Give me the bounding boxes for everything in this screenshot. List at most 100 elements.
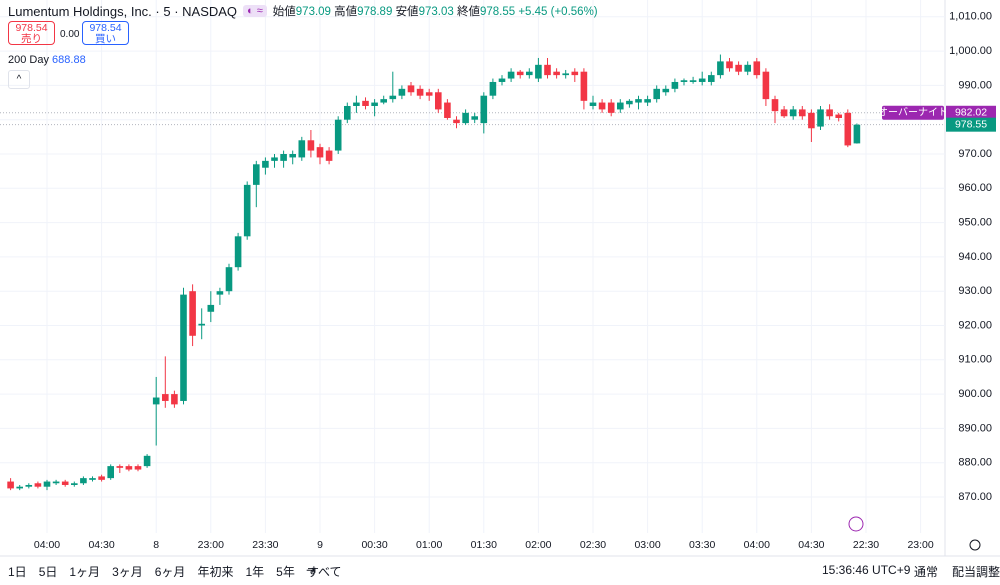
goto-date[interactable]: ⇥ bbox=[306, 563, 317, 577]
x-tick-label: 9 bbox=[317, 539, 323, 551]
legend-label: 安値 bbox=[395, 6, 419, 18]
y-tick-label: 870.00 bbox=[958, 491, 992, 503]
candle-body bbox=[298, 140, 306, 158]
alert-icon[interactable] bbox=[848, 516, 864, 532]
candle-body bbox=[526, 71, 533, 76]
range-button[interactable]: 1年 bbox=[245, 565, 265, 579]
candle-body bbox=[589, 102, 597, 106]
candle-body bbox=[171, 394, 178, 405]
candle-body bbox=[316, 147, 324, 158]
x-tick-label: 04:00 bbox=[744, 539, 770, 551]
candle-body bbox=[80, 478, 87, 484]
y-tick-label: 960.00 bbox=[958, 182, 992, 194]
range-button[interactable]: 3ヶ月 bbox=[112, 565, 143, 579]
range-button[interactable]: 5日 bbox=[38, 565, 58, 579]
spread: 0.00 bbox=[60, 29, 80, 40]
candle-body bbox=[744, 64, 751, 72]
candle-body bbox=[507, 71, 515, 79]
candle-body bbox=[826, 109, 833, 117]
candle-body bbox=[407, 85, 415, 93]
candle-body bbox=[25, 484, 33, 487]
candle-body bbox=[516, 71, 524, 76]
range-button[interactable]: 6ヶ月 bbox=[154, 565, 186, 579]
y-tick-label: 930.00 bbox=[958, 285, 992, 297]
range-bar: 1日 5日 1ヶ月 3ヶ月 6ヶ月 年初来 1年 5年 すべて bbox=[8, 563, 342, 580]
x-tick-label: 01:00 bbox=[416, 539, 442, 551]
range-button[interactable]: すべて bbox=[306, 565, 342, 579]
session-icon[interactable]: ◐ ≈ bbox=[243, 5, 267, 17]
candle-body bbox=[380, 99, 387, 103]
candle-body bbox=[198, 323, 205, 326]
candle-body bbox=[216, 291, 224, 295]
candle-body bbox=[544, 64, 551, 76]
candle-body bbox=[143, 455, 151, 467]
session[interactable]: 通常 bbox=[914, 565, 939, 579]
range-button[interactable]: 1日 bbox=[8, 565, 27, 579]
candle-body bbox=[817, 109, 824, 127]
candle-body bbox=[835, 114, 842, 118]
candle-body bbox=[698, 78, 706, 82]
candle-body bbox=[180, 294, 187, 401]
candle-body bbox=[671, 81, 679, 89]
candle-body bbox=[635, 99, 642, 103]
candle-body bbox=[780, 109, 788, 117]
y-tick-label: 1,000.00 bbox=[949, 45, 992, 57]
range-button[interactable]: 年初来 bbox=[197, 565, 234, 579]
y-tick-label: 1,010.00 bbox=[949, 11, 992, 23]
range-button[interactable]: 5年 bbox=[276, 565, 295, 579]
symbol-title[interactable]: Lumentum Holdings, Inc. · 5 · NASDAQ bbox=[8, 3, 238, 19]
header: Lumentum Holdings, Inc. · 5 · NASDAQ ◐ ≈… bbox=[8, 3, 598, 19]
candle-body bbox=[680, 80, 688, 82]
candle-body bbox=[362, 100, 369, 106]
buy-button[interactable]: 978.54 買い bbox=[82, 21, 129, 45]
x-tick-label: 04:00 bbox=[34, 539, 60, 551]
candle-body bbox=[762, 71, 770, 100]
collapse-button[interactable]: ^ bbox=[8, 70, 30, 89]
candle-body bbox=[753, 61, 761, 76]
candle-body bbox=[225, 267, 233, 292]
candle-body bbox=[653, 88, 660, 100]
candle-body bbox=[789, 109, 797, 117]
candle-body bbox=[34, 483, 42, 487]
y-tick-label: 890.00 bbox=[958, 422, 992, 434]
candle-body bbox=[489, 81, 497, 96]
x-tick-label: 02:30 bbox=[580, 539, 606, 551]
candle-body bbox=[471, 116, 478, 120]
buy-price: 978.54 bbox=[89, 22, 122, 34]
x-tick-label: 04:30 bbox=[798, 539, 824, 551]
y-tick-label: 910.00 bbox=[958, 354, 992, 366]
candle-body bbox=[644, 99, 651, 103]
range-button[interactable]: 1ヶ月 bbox=[69, 565, 101, 579]
candle-body bbox=[207, 304, 215, 312]
candle-body bbox=[107, 466, 114, 479]
candle-body bbox=[344, 105, 351, 120]
adjust[interactable]: 配当調整 bbox=[952, 565, 1000, 579]
legend: 始値973.09 高値978.89 安値973.03 終値978.55 +5.4… bbox=[273, 3, 598, 19]
candle-body bbox=[353, 102, 360, 106]
candle-body bbox=[280, 154, 287, 161]
candle-body bbox=[116, 466, 124, 468]
candle-body bbox=[853, 124, 861, 144]
sell-button[interactable]: 978.54 売り bbox=[8, 21, 55, 45]
y-tick-label: 940.00 bbox=[958, 251, 992, 263]
candle-body bbox=[271, 157, 278, 161]
candle-body bbox=[799, 109, 806, 117]
x-tick-label: 22:30 bbox=[853, 539, 879, 551]
legend-value: 978.55 bbox=[479, 6, 516, 18]
x-tick-label: 23:00 bbox=[907, 539, 933, 551]
candle-body bbox=[71, 483, 78, 485]
x-tick-label: 23:00 bbox=[198, 539, 224, 551]
candle-body bbox=[98, 476, 105, 480]
candle-body bbox=[325, 150, 333, 161]
y-tick-label: 920.00 bbox=[958, 319, 992, 331]
legend-label: 高値 bbox=[334, 6, 358, 18]
last-price: 978.55 bbox=[955, 118, 987, 130]
x-tick-label: 04:30 bbox=[88, 539, 114, 551]
settings-icon[interactable] bbox=[969, 539, 981, 551]
x-tick-label: 8 bbox=[153, 539, 159, 551]
legend-value: 973.09 bbox=[295, 6, 331, 18]
indicator-name: 200 Day bbox=[8, 54, 49, 66]
candle-body bbox=[480, 95, 488, 124]
indicator[interactable]: 200 Day 688.88 bbox=[8, 54, 86, 66]
